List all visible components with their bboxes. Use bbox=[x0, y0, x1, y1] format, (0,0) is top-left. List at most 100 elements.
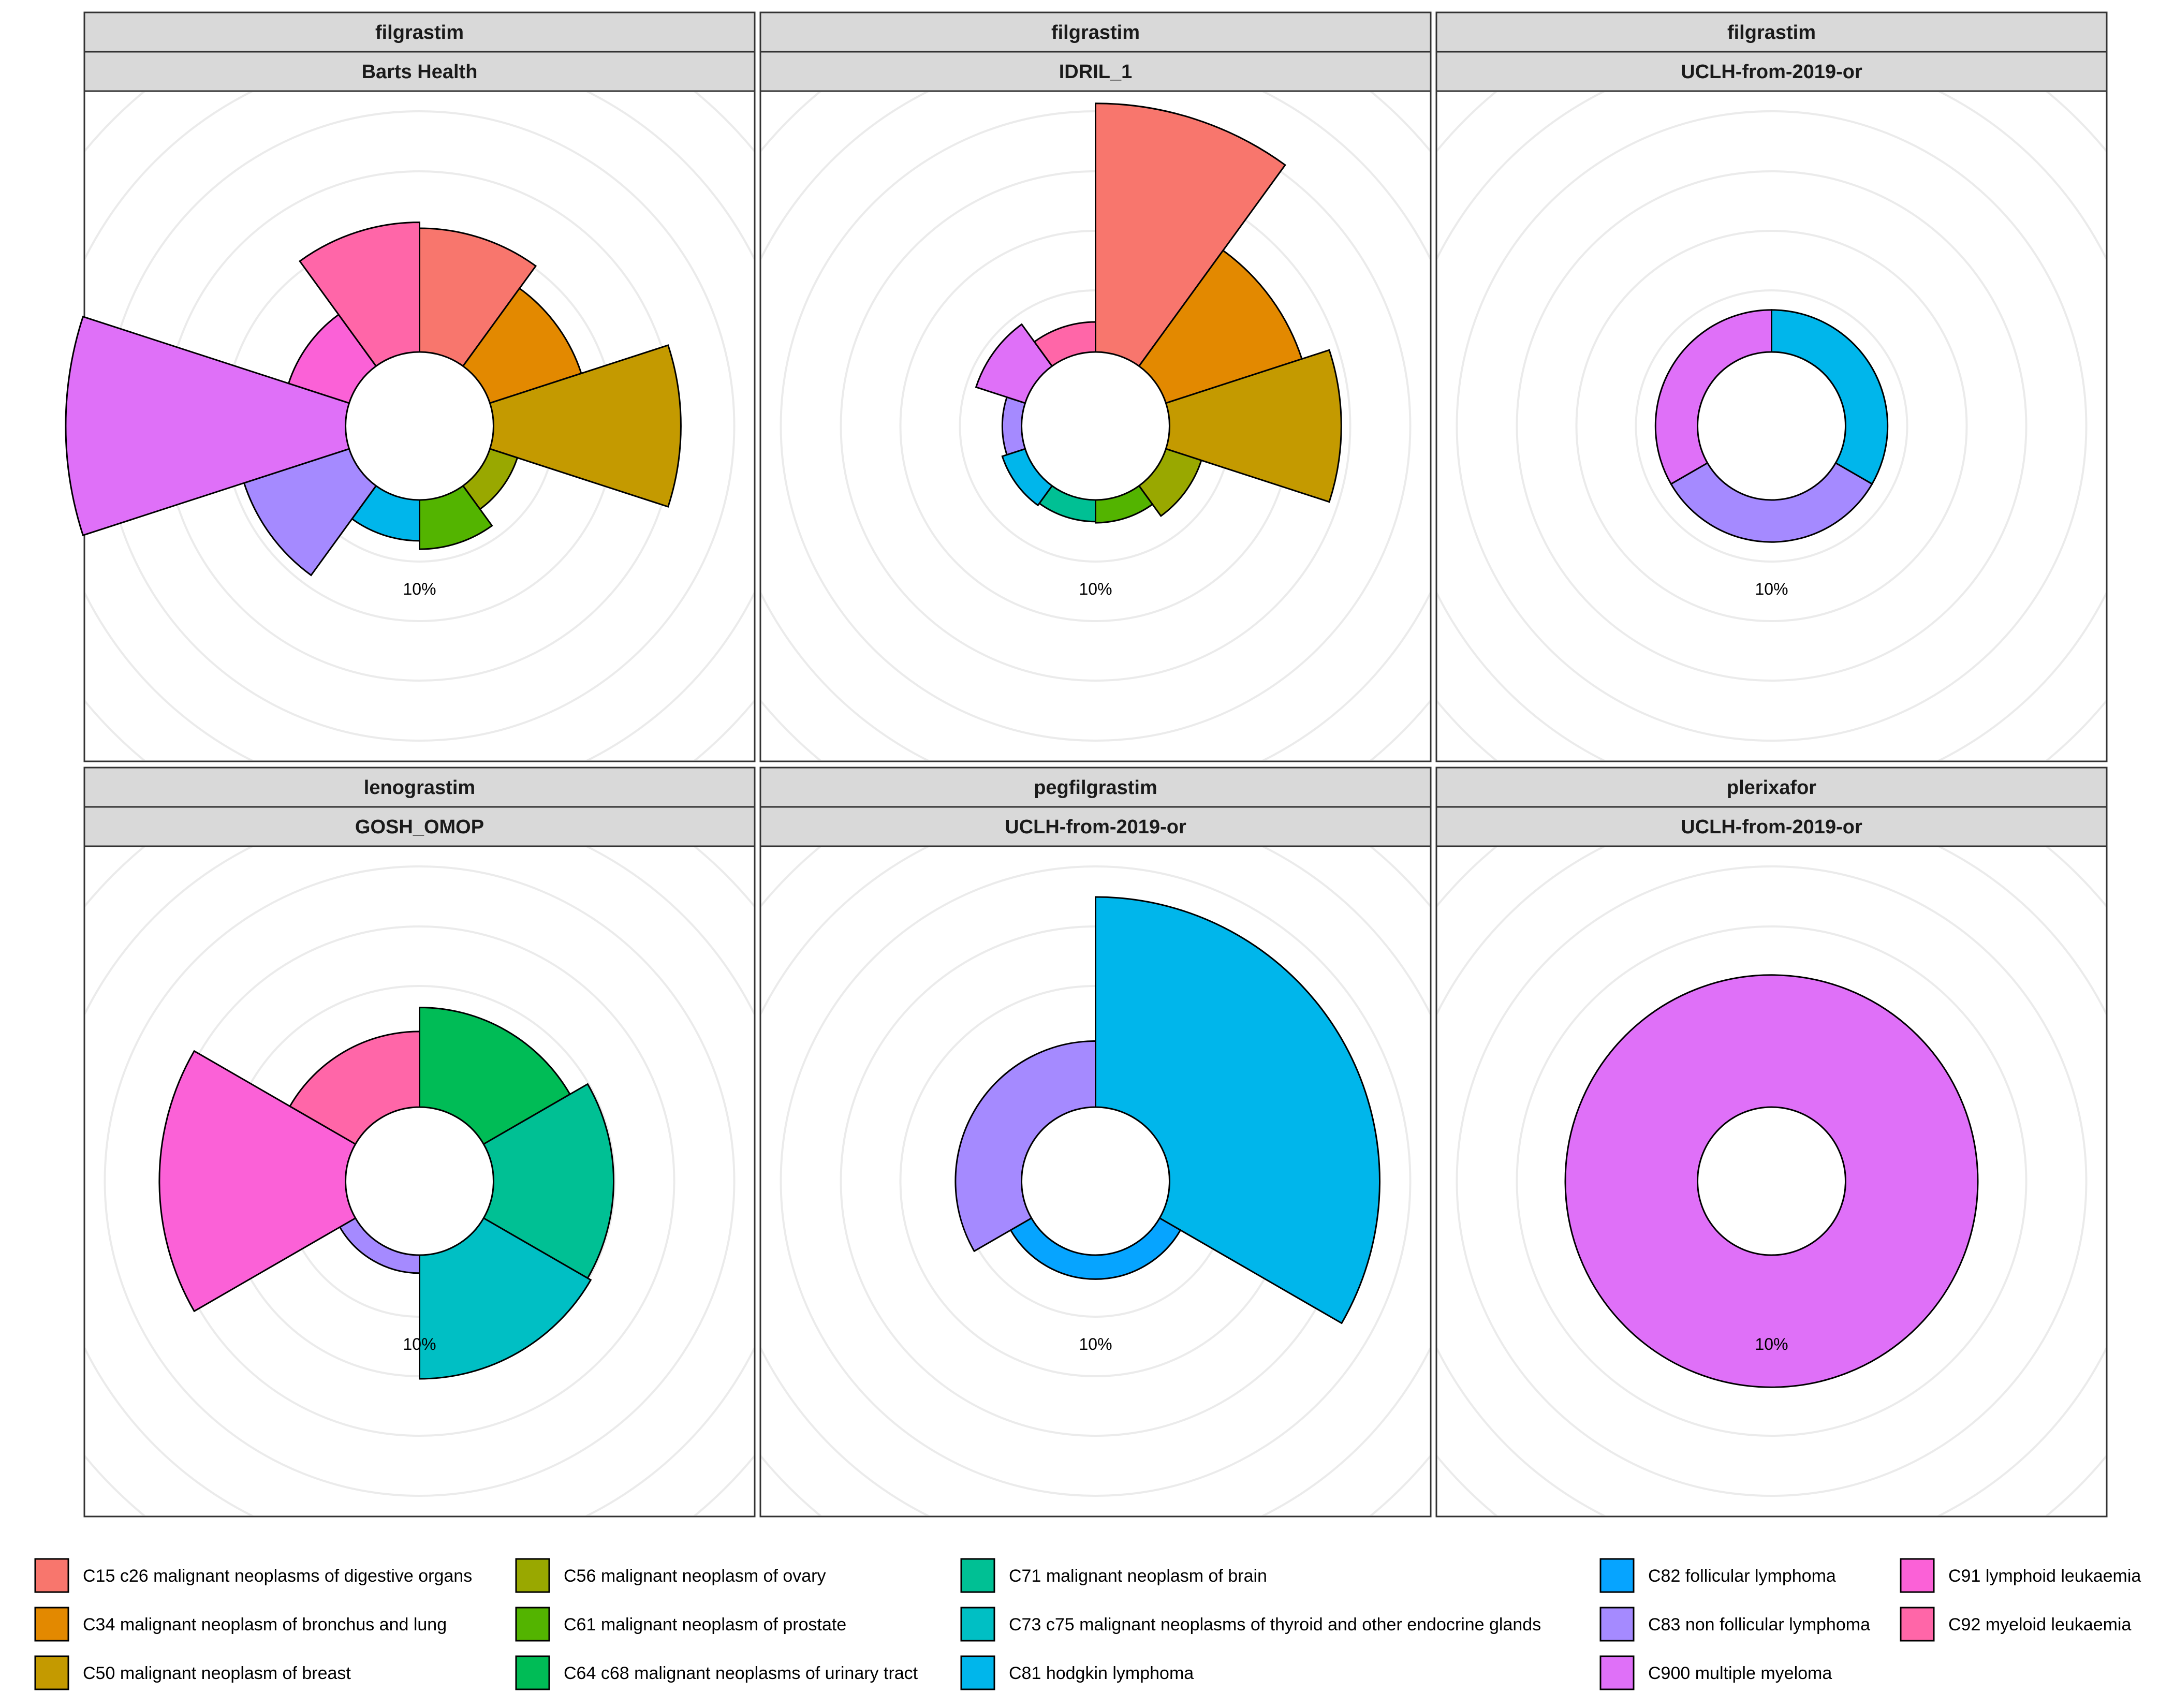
strip-site-label: UCLH-from-2019-or bbox=[1681, 816, 1862, 838]
legend-item: C56 malignant neoplasm of ovary bbox=[515, 1558, 826, 1593]
bar-c50 bbox=[489, 344, 682, 508]
legend-swatch bbox=[34, 1655, 69, 1690]
radial-tick-label: 10% bbox=[403, 1335, 436, 1353]
strip-site-label: GOSH_OMOP bbox=[355, 816, 484, 838]
bar-c81 bbox=[1771, 309, 1889, 485]
grid-circle bbox=[1635, 289, 1908, 563]
grid-circle bbox=[1456, 110, 2088, 742]
grid-circle bbox=[104, 865, 736, 1497]
bar-c15 bbox=[1095, 102, 1286, 367]
strip-drug-bg bbox=[1435, 11, 2108, 53]
radial-tick-label: 10% bbox=[1755, 580, 1788, 598]
legend-swatch bbox=[960, 1558, 995, 1593]
strip-drug-label: filgrastim bbox=[1727, 22, 1816, 43]
legend-label: C34 malignant neoplasm of bronchus and l… bbox=[83, 1615, 447, 1635]
legend-swatch bbox=[1599, 1558, 1635, 1593]
bar-c83 bbox=[1670, 462, 1873, 543]
legend-swatch bbox=[1599, 1655, 1635, 1690]
legend-swatch bbox=[960, 1655, 995, 1690]
strip-site-label: UCLH-from-2019-or bbox=[1681, 61, 1862, 83]
strip-drug-label: filgrastim bbox=[1051, 22, 1140, 43]
strip-site-label: UCLH-from-2019-or bbox=[1005, 816, 1186, 838]
bar-c56 bbox=[1138, 448, 1202, 517]
grid-circle bbox=[1575, 230, 1968, 622]
panel-frame bbox=[1435, 90, 2108, 762]
legend-swatch bbox=[34, 1558, 69, 1593]
strip-drug-label: lenograstim bbox=[364, 777, 475, 799]
facet-panel: filgrastim UCLH-from-2019-or 10% bbox=[1435, 11, 2108, 762]
legend-swatch bbox=[1900, 1558, 1935, 1593]
legend-item: C900 multiple myeloma bbox=[1599, 1655, 1832, 1690]
bar-c900 bbox=[975, 323, 1053, 404]
grid-circle bbox=[1456, 865, 2088, 1497]
strip-site-bg bbox=[1435, 51, 2108, 92]
legend-label: C71 malignant neoplasm of brain bbox=[1009, 1566, 1267, 1586]
facet-panel: lenograstim GOSH_OMOP 10% bbox=[83, 767, 756, 1518]
bar-c92 bbox=[1033, 321, 1096, 367]
legend-swatch bbox=[960, 1607, 995, 1642]
polar-bars bbox=[954, 896, 1380, 1324]
legend-item: C34 malignant neoplasm of bronchus and l… bbox=[34, 1607, 447, 1642]
polar-bars bbox=[65, 221, 682, 577]
legend-item: C64 c68 malignant neoplasms of urinary t… bbox=[515, 1655, 918, 1690]
legend-label: C15 c26 malignant neoplasms of digestive… bbox=[83, 1566, 472, 1586]
legend-item: C82 follicular lymphoma bbox=[1599, 1558, 1836, 1593]
radial-tick-label: 10% bbox=[1755, 1335, 1788, 1353]
legend-swatch bbox=[1599, 1607, 1635, 1642]
strip-drug-label: filgrastim bbox=[375, 22, 464, 43]
radial-tick-label: 10% bbox=[1079, 1335, 1112, 1353]
strip-drug-label: plerixafor bbox=[1727, 777, 1816, 799]
legend-label: C92 myeloid leukaemia bbox=[1948, 1615, 2131, 1635]
strip-site-bg bbox=[83, 806, 756, 847]
legend-label: C82 follicular lymphoma bbox=[1648, 1566, 1836, 1586]
legend-item: C73 c75 malignant neoplasms of thyroid a… bbox=[960, 1607, 1541, 1642]
legend-item: C61 malignant neoplasm of prostate bbox=[515, 1607, 846, 1642]
bar-c83 bbox=[1001, 396, 1026, 456]
facet-panel: filgrastim IDRIL_1 10% bbox=[759, 11, 1432, 762]
bar-c50 bbox=[1165, 349, 1342, 503]
bar-c900 bbox=[65, 315, 350, 537]
bar-c82 bbox=[1009, 1217, 1182, 1280]
legend-swatch bbox=[515, 1607, 550, 1642]
legend-item: C50 malignant neoplasm of breast bbox=[34, 1655, 351, 1690]
facet-panel: pegfilgrastim UCLH-from-2019-or 10% bbox=[759, 767, 1432, 1518]
bar-c34 bbox=[1138, 249, 1303, 404]
bar-c61 bbox=[419, 484, 493, 550]
legend-swatch bbox=[515, 1558, 550, 1593]
legend-label: C61 malignant neoplasm of prostate bbox=[564, 1615, 846, 1635]
legend-swatch bbox=[515, 1655, 550, 1690]
bar-c64 bbox=[419, 1006, 571, 1145]
bar-c81 bbox=[1001, 448, 1053, 507]
legend-label: C56 malignant neoplasm of ovary bbox=[564, 1566, 826, 1586]
bar-c81 bbox=[1095, 896, 1380, 1324]
polar-bars bbox=[1564, 974, 1979, 1388]
bar-c83 bbox=[243, 448, 377, 577]
strip-site-label: Barts Health bbox=[362, 61, 478, 83]
legend-item: C91 lymphoid leukaemia bbox=[1900, 1558, 2141, 1593]
polar-bars bbox=[975, 102, 1342, 524]
bar-c92 bbox=[299, 221, 420, 367]
bar-c900 bbox=[1564, 974, 1979, 1388]
legend-label: C81 hodgkin lymphoma bbox=[1009, 1663, 1194, 1683]
bar-c92 bbox=[289, 1030, 420, 1145]
bar-c83 bbox=[954, 1040, 1096, 1253]
bar-c34 bbox=[462, 287, 582, 404]
legend-swatch bbox=[34, 1607, 69, 1642]
strip-site-label: IDRIL_1 bbox=[1059, 61, 1132, 83]
strip-drug-bg bbox=[1435, 767, 2108, 808]
legend-item: C81 hodgkin lymphoma bbox=[960, 1655, 1194, 1690]
bar-c15 bbox=[419, 227, 537, 367]
polar-bars bbox=[1654, 309, 1889, 543]
polar-bars bbox=[158, 1006, 614, 1380]
facet-panel: plerixafor UCLH-from-2019-or 10% bbox=[1435, 767, 2108, 1518]
legend-item: C71 malignant neoplasm of brain bbox=[960, 1558, 1267, 1593]
strip-site-bg bbox=[83, 51, 756, 92]
bar-c71 bbox=[482, 1083, 614, 1279]
legend-item: C83 non follicular lymphoma bbox=[1599, 1607, 1870, 1642]
legend-label: C900 multiple myeloma bbox=[1648, 1663, 1832, 1683]
strip-drug-label: pegfilgrastim bbox=[1034, 777, 1157, 799]
facet-panel: filgrastim Barts Health 10% bbox=[65, 11, 756, 762]
bar-c900 bbox=[1654, 309, 1772, 485]
grid-circle bbox=[1516, 925, 2028, 1437]
